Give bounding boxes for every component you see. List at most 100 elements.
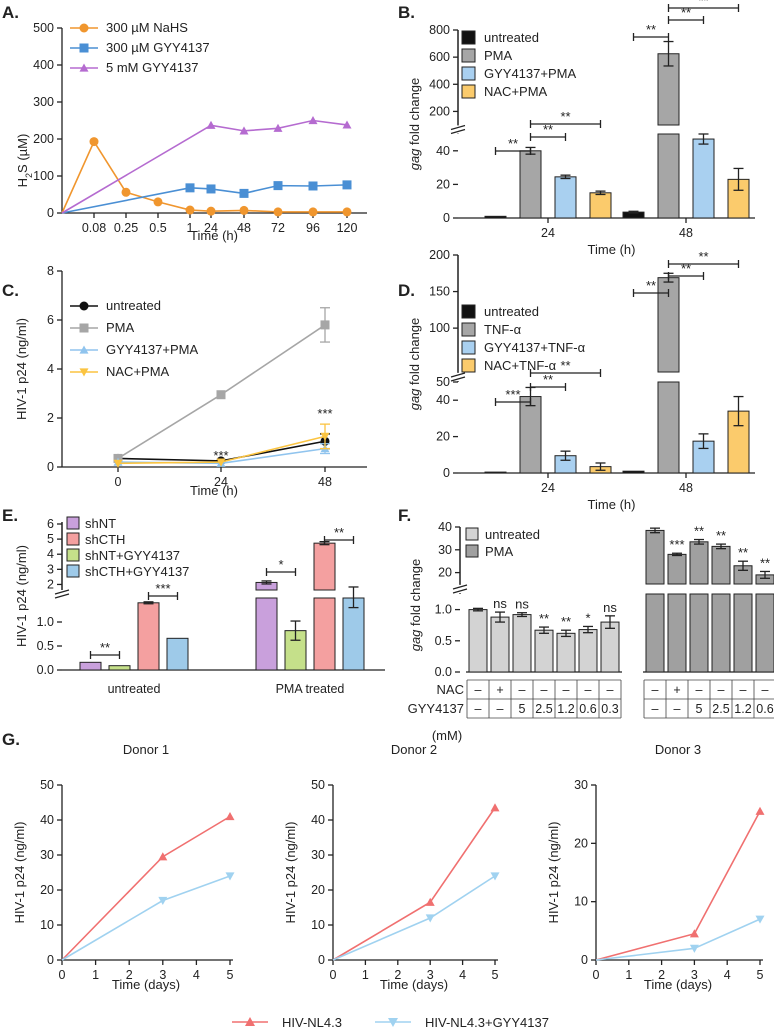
f-legend-swatch-1 [465, 544, 479, 558]
g-ytick-label: 10 [574, 895, 588, 909]
f-table-cell: – [674, 702, 681, 716]
f-table-cell: 5 [519, 702, 526, 716]
g-ytick-label: 10 [311, 918, 325, 932]
a-xtick-label: 0.08 [82, 221, 106, 235]
a-legend-label-2: 5 mM GYY4137 [106, 60, 199, 75]
g-xtick-label: 1 [625, 968, 632, 982]
c-series-point-3 [320, 432, 330, 441]
significance-bracket-label: ** [698, 249, 708, 264]
g-xtick-label: 0 [59, 968, 66, 982]
legend-swatch [461, 340, 476, 355]
a-series-point-2 [308, 116, 318, 125]
panel-letter-f: F. [398, 506, 411, 525]
g-series-line-gyy [61, 875, 231, 961]
f-table-cell: – [563, 683, 570, 697]
f-bar [689, 593, 709, 673]
a-series-point-0 [308, 207, 318, 217]
y-tick-label: 100 [429, 321, 450, 335]
e-bar [342, 597, 365, 671]
a-series-point-0 [89, 137, 99, 147]
y-tick-label: 0 [443, 466, 450, 480]
bar [484, 215, 507, 219]
c-xtick-label: 48 [318, 475, 332, 489]
e-y-axis-break-gap [55, 590, 69, 598]
g-series-point-nl43 [689, 929, 699, 938]
f-ytick-label: 30 [438, 543, 452, 557]
e-significance-bracket-label: ** [334, 525, 344, 540]
a-series-line-1 [61, 184, 348, 214]
f-table-cell: – [585, 683, 592, 697]
f-table-row-label: NAC [437, 682, 464, 697]
f-table-cell: 2.5 [535, 702, 552, 716]
f-table-cell: – [652, 683, 659, 697]
panel-letter-e: E. [2, 506, 18, 525]
f-table-cell: – [541, 683, 548, 697]
f-table-row-unit: (mM) [432, 728, 462, 743]
g-ytick-label: 20 [311, 883, 325, 897]
g-xtick-label: 0 [593, 968, 600, 982]
a-x-axis-label: Time (h) [190, 228, 238, 243]
significance-bracket-label: ** [681, 261, 691, 276]
c-series-point-3 [113, 459, 123, 468]
bar [519, 396, 542, 474]
y-axis-break-gap [451, 373, 465, 381]
g-ytick-label: 50 [40, 778, 54, 792]
bar [484, 471, 507, 474]
f-legend-label-0: untreated [485, 527, 540, 542]
c-legend-marker-2 [79, 345, 89, 354]
g-legend-label-0: HIV-NL4.3 [282, 1015, 342, 1030]
y-tick-label: 200 [429, 248, 450, 262]
g-series-point-nl43 [490, 803, 500, 812]
g-series-point-nl43 [425, 897, 435, 906]
legend-label: NAC+TNF-α [484, 358, 557, 373]
a-ytick-label: 300 [33, 95, 54, 109]
bar [554, 176, 577, 219]
f-table-row-label: GYY4137 [408, 701, 464, 716]
f-bar [711, 593, 731, 673]
x-category-label: 48 [679, 226, 693, 240]
c-legend-label-2: GYY4137+PMA [106, 342, 198, 357]
f-table-cell: 5 [696, 702, 703, 716]
significance-bracket-label: ** [681, 5, 691, 20]
f-bar [711, 545, 731, 585]
panel-letter-a: A. [2, 3, 19, 22]
c-legend-label-3: NAC+PMA [106, 364, 170, 379]
legend-swatch [461, 304, 476, 319]
significance-bracket-label: ** [698, 0, 708, 8]
c-ytick-label: 6 [47, 313, 54, 327]
a-series-point-1 [239, 188, 249, 198]
f-bar [490, 616, 510, 673]
e-legend-swatch-2 [66, 548, 80, 562]
g-xtick-label: 5 [757, 968, 764, 982]
y-tick-label: 400 [429, 77, 450, 91]
f-significance: ** [716, 528, 726, 543]
g-series-point-nl43 [158, 852, 168, 861]
g-series-point-nl43 [225, 812, 235, 821]
e-ytick-label: 5 [47, 532, 54, 546]
a-series-point-0 [153, 197, 163, 207]
c-xtick-label: 0 [115, 475, 122, 489]
e-legend-swatch-0 [66, 516, 80, 530]
y-tick-label: 200 [429, 104, 450, 118]
x-category-label: 48 [679, 481, 693, 495]
g-series-point-gyy [158, 896, 168, 905]
g-y-axis-label-2: HIV-1 p24 (ng/ml) [283, 822, 298, 924]
panel-letter-gB: B. [398, 3, 415, 22]
e-significance-bracket-label: * [278, 557, 283, 572]
f-table-cell: – [475, 683, 482, 697]
e-bar [137, 602, 160, 671]
e-bar [313, 597, 336, 671]
legend-swatch [461, 358, 476, 373]
f-bar [600, 621, 620, 673]
e-significance-bracket-label: ** [100, 640, 110, 655]
panel-a: A. 0 100 200 300 400 500 0.08 0.25 0.5 1 24 48 72 96 12… [2, 3, 367, 243]
e-y-axis-label: HIV-1 p24 (ng/ml) [14, 545, 29, 647]
g-y-axis-label-1: HIV-1 p24 (ng/ml) [12, 822, 27, 924]
a-xtick-label: 72 [271, 221, 285, 235]
f-table-cell: – [718, 683, 725, 697]
e-legend-label-2: shNT+GYY4137 [85, 548, 180, 563]
x-category-label: 24 [541, 226, 555, 240]
c-legend-label-1: PMA [106, 320, 135, 335]
f-significance: ** [694, 524, 704, 539]
